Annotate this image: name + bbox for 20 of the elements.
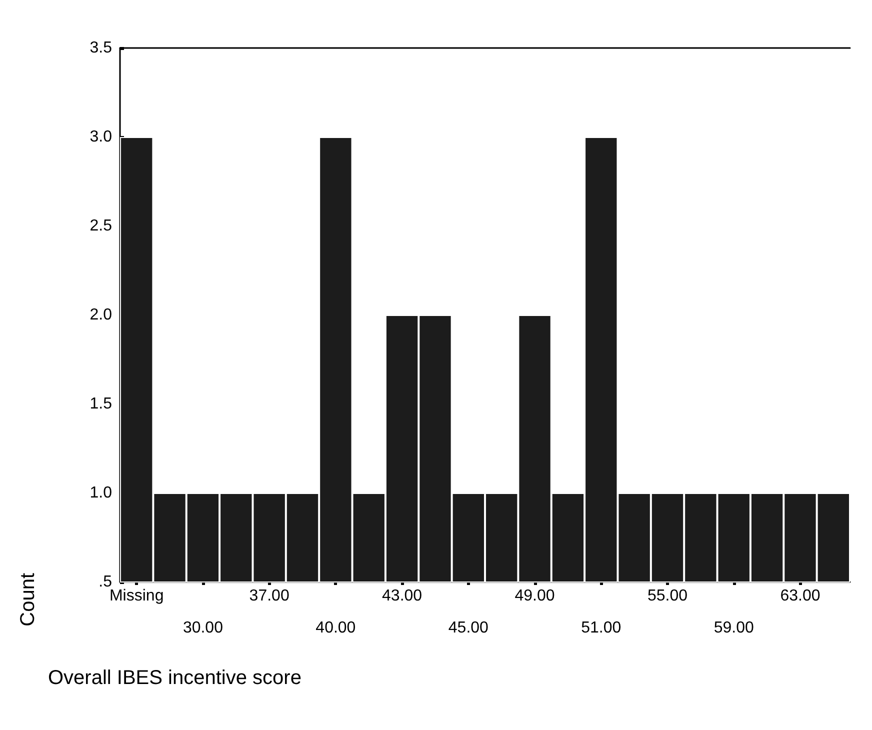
y-tick-label: .5: [98, 574, 112, 590]
x-tick-label: 59.00: [714, 620, 754, 636]
y-tick-label: 2.0: [90, 306, 112, 324]
x-tick-label: 45.00: [448, 620, 489, 636]
x-tick-label: 43.00: [382, 588, 422, 604]
y-axis-title: Count: [17, 572, 39, 626]
x-tick-label: 30.00: [182, 620, 224, 636]
x-tick-label: 37.00: [249, 588, 290, 604]
y-tick-label: 1.0: [90, 484, 112, 502]
y-tick-label: 3.0: [90, 128, 112, 146]
x-tick-label: Missing: [109, 588, 164, 604]
y-tick-label: 2.5: [90, 218, 112, 234]
x-tick-label: 55.00: [647, 588, 688, 604]
y-tick-label: 1.5: [90, 396, 112, 412]
x-tick-label: 51.00: [581, 620, 622, 636]
x-tick-label: 63.00: [780, 588, 820, 604]
x-axis-title: Overall IBES incentive score: [48, 667, 302, 689]
x-tick-label: 49.00: [514, 588, 555, 604]
y-tick-label: 3.5: [90, 40, 112, 56]
x-tick-label: 40.00: [316, 620, 356, 636]
